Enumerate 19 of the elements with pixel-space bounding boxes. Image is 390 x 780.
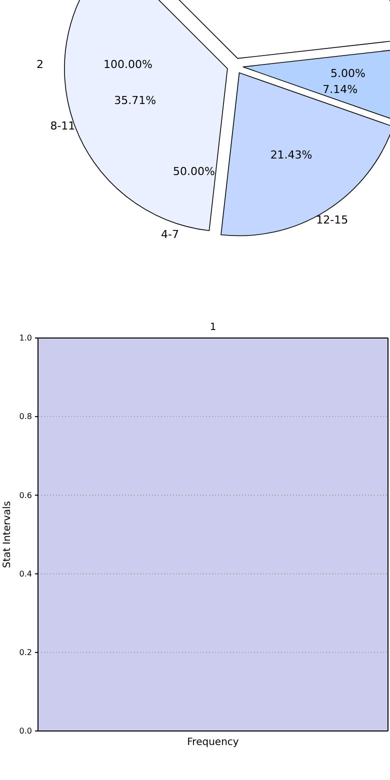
text: 50.00%: [173, 165, 215, 178]
slice-label: 8-11: [50, 119, 76, 132]
y-tick-label: 0.2: [19, 648, 32, 657]
x-axis-title: Frequency: [187, 737, 239, 748]
data-label: 7.14%: [322, 82, 358, 96]
y-tick-label: 1.0: [19, 334, 32, 343]
chart-title: 1: [210, 322, 216, 333]
text: 100.00%: [104, 58, 152, 72]
y-tick-label: 0.0: [19, 726, 32, 736]
y-axis-title: Stat Intervals: [2, 500, 13, 568]
data-label: 35.71%: [114, 94, 156, 107]
text: 5.00%: [330, 67, 366, 80]
y-tick-label: 0.8: [19, 412, 32, 422]
slice-label: 12-15: [316, 214, 348, 227]
data-label: 21.43%: [270, 148, 312, 162]
text: 4-7: [161, 228, 179, 242]
y-tick-label: 0.6: [19, 490, 32, 500]
text: 2: [36, 58, 44, 72]
y-tick-label: 0.4: [19, 569, 32, 578]
